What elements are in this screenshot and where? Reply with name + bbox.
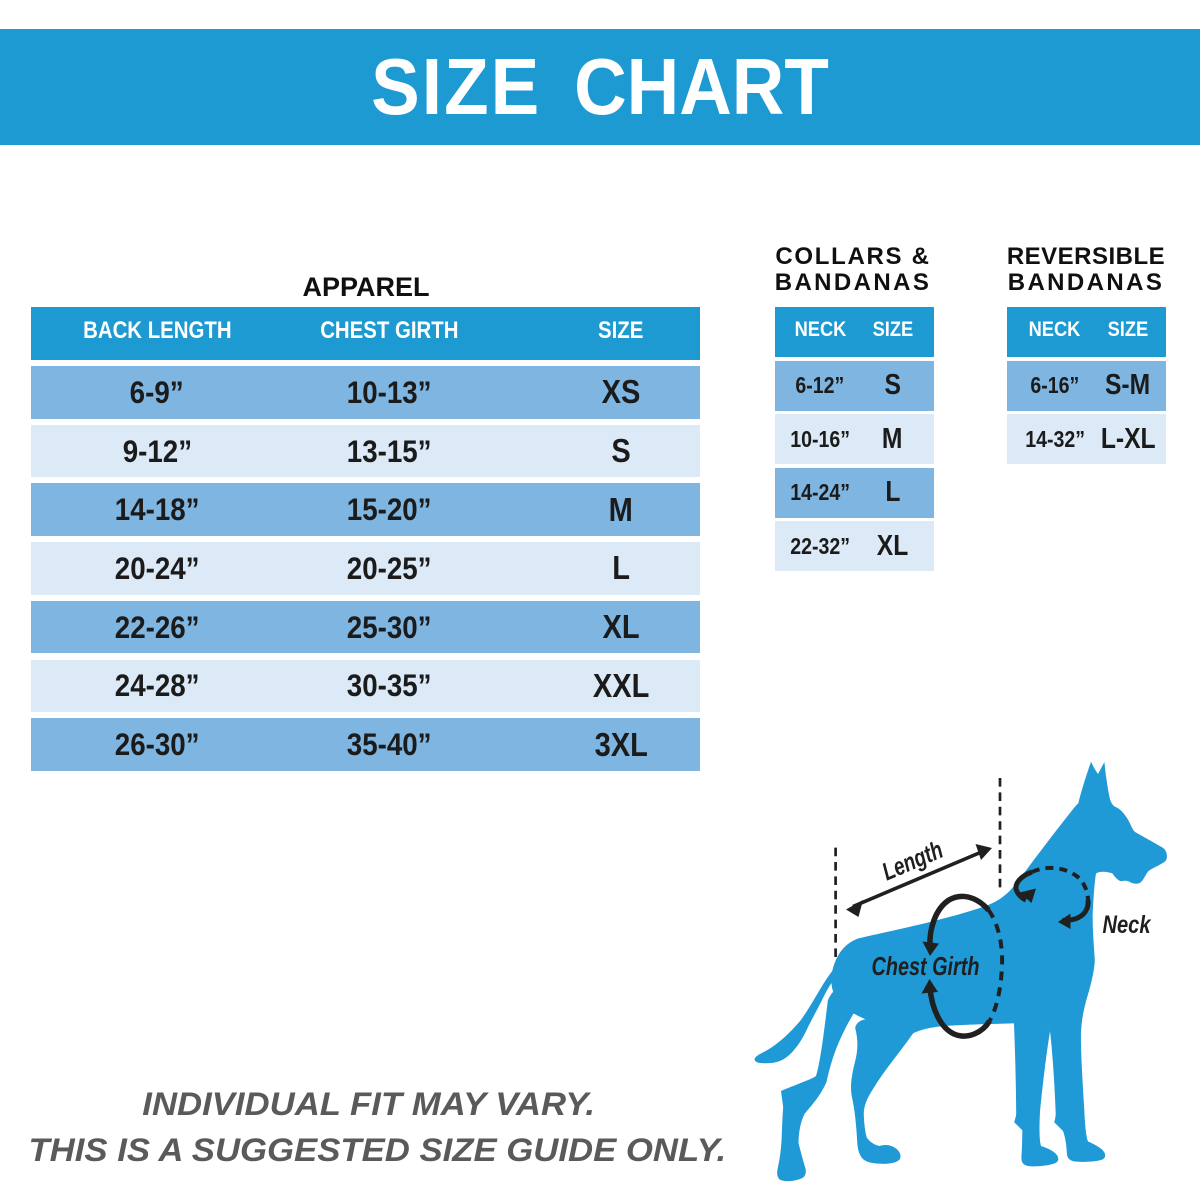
svg-text:Chest Girth: Chest Girth xyxy=(872,951,980,981)
svg-text:Length: Length xyxy=(878,836,947,886)
svg-text:Neck: Neck xyxy=(1103,911,1152,939)
